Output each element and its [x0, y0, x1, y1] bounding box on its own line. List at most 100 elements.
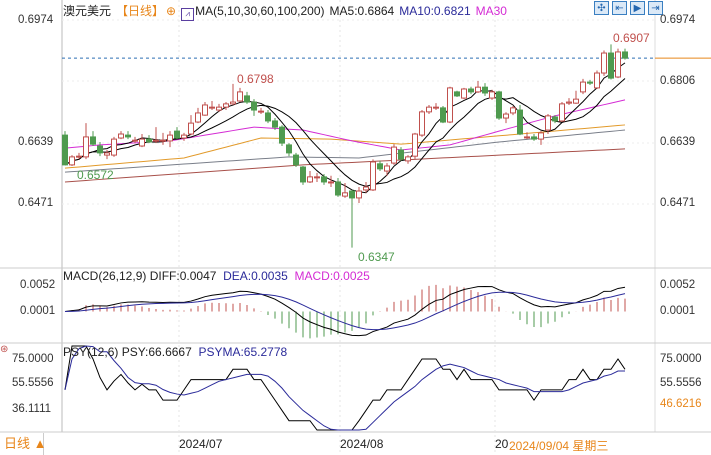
candle-body: [342, 192, 348, 197]
candle-body: [90, 136, 96, 145]
candle-body: [230, 101, 236, 105]
y-tick-right: 0.6806: [660, 75, 696, 87]
psy-tick-left: 36.1111: [12, 403, 52, 415]
candle-body: [559, 103, 565, 122]
ma-settings[interactable]: MA(5,10,30,60,100,200): [195, 4, 325, 18]
candle-body: [216, 106, 222, 111]
ma10-value: MA10:0.6821: [399, 4, 471, 18]
candle-body: [167, 134, 173, 142]
candle-body: [370, 161, 376, 191]
toolbar: ✣ ⇤ ▶ ⇥: [594, 1, 663, 15]
ma60-line: [64, 124, 626, 169]
chart-header: 澳元美元 【日线】 ⊕ ⩘ MA(5,10,30,60,100,200) MA5:0.68…: [63, 2, 512, 21]
macd-tick-left: 0.0052: [20, 279, 56, 291]
macd-title: MACD(26,12,9): [63, 269, 147, 283]
ma30-value: MA30: [475, 4, 507, 18]
y-tick-left: 0.6639: [18, 136, 54, 148]
candle-body: [384, 165, 390, 172]
candle-body: [335, 181, 341, 196]
candle-body: [405, 156, 411, 162]
period-button[interactable]: 日线 ▲: [0, 433, 46, 455]
candle-body: [307, 176, 313, 183]
candle-body: [419, 111, 425, 136]
y-tick-left: 0.6471: [18, 197, 54, 209]
candle-body: [412, 133, 418, 157]
candle-body: [377, 163, 383, 170]
candle-body: [503, 113, 509, 119]
candle-body: [552, 116, 558, 122]
candle-body: [272, 120, 278, 128]
ma5-line: [64, 62, 626, 194]
candle-body: [146, 138, 152, 143]
candle-body: [482, 86, 488, 94]
add-indicator-icon[interactable]: ⊕: [166, 4, 177, 18]
candle-body: [622, 51, 628, 59]
candle-body: [587, 81, 593, 84]
candle-body: [139, 138, 145, 147]
candle-body: [468, 88, 474, 93]
candle-body: [251, 101, 257, 111]
candle-body: [174, 130, 180, 139]
candle-body: [223, 103, 229, 108]
left-low-annotation: 0.6572: [77, 168, 114, 182]
candle-body: [209, 106, 215, 109]
candle-body: [608, 52, 614, 79]
candle-body: [160, 139, 166, 142]
candle-body: [76, 155, 82, 158]
step-forward-icon[interactable]: ▶: [630, 1, 645, 15]
candle-body: [398, 149, 404, 160]
candle-body: [328, 181, 334, 184]
ma200-line: [64, 148, 626, 183]
candle-body: [426, 106, 432, 113]
candle-body: [132, 139, 138, 142]
macd-diff-line: [64, 286, 626, 337]
candle-body: [258, 110, 264, 113]
candle-body: [244, 95, 250, 103]
psyma-value: PSYMA:65.2778: [198, 345, 288, 359]
y-tick-right: 0.6639: [660, 136, 696, 148]
candle-body: [615, 51, 621, 78]
ma5-value: MA5:0.6864: [329, 4, 395, 18]
candle-body: [188, 122, 194, 135]
candle-body: [531, 136, 537, 140]
candle-body: [538, 132, 544, 140]
indicator-settings-icon[interactable]: ⊛: [0, 344, 9, 355]
period-high-annotation: 0.6907: [613, 31, 650, 45]
candle-body: [321, 176, 327, 183]
candle-body: [447, 87, 453, 123]
macd-dea-line: [64, 291, 626, 331]
candle-body: [363, 186, 369, 191]
zoom-in-icon[interactable]: ⇤: [612, 1, 627, 15]
psy-tick-right: 75.0000: [660, 353, 702, 365]
candle-body: [104, 152, 110, 156]
macd-value: MACD:0.0025: [294, 269, 370, 283]
candle-body: [454, 91, 460, 97]
candle-body: [475, 86, 481, 93]
high-annotation: 0.6798: [237, 72, 274, 86]
psy-tick-right: 55.5556: [660, 377, 702, 389]
candle-body: [286, 144, 292, 154]
x-tick: 2024/08: [340, 437, 384, 451]
low-annotation: 0.6347: [358, 250, 395, 264]
psy-title: PSY(12,6): [63, 345, 119, 359]
candle-body: [566, 101, 572, 104]
jump-to-end-icon[interactable]: ⇥: [648, 1, 663, 15]
candle-body: [300, 166, 306, 183]
candle-body: [496, 91, 502, 119]
candle-body: [181, 134, 187, 139]
symbol-name: 澳元美元: [63, 4, 112, 18]
period-label[interactable]: 【日线】: [116, 4, 165, 18]
candle-body: [111, 138, 117, 156]
cursor-date: 2024/09/04 星期三: [509, 437, 609, 454]
psy-tick-left: 75.0000: [12, 353, 54, 365]
chart-icon[interactable]: ⩘: [181, 8, 195, 21]
candle-body: [118, 133, 124, 139]
candle-body: [83, 136, 89, 158]
crosshair-icon[interactable]: ✣: [594, 1, 609, 15]
candle-body: [517, 109, 523, 135]
candle-body: [237, 91, 243, 102]
psy-tick-left: 55.5556: [12, 377, 54, 389]
candle-body: [62, 134, 68, 166]
candle-body: [69, 156, 75, 166]
